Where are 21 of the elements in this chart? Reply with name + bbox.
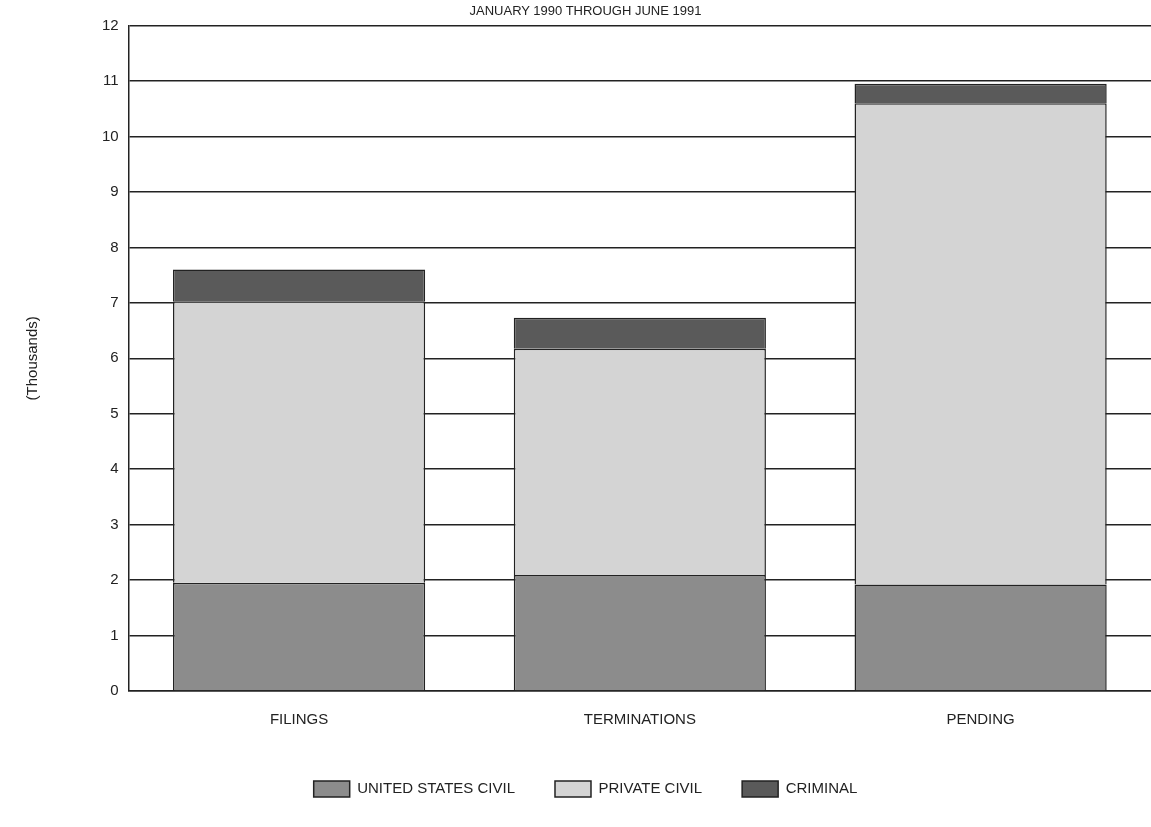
y-tick-label: 3 — [110, 514, 119, 532]
legend-label: PRIVATE CIVIL — [598, 779, 703, 797]
x-tick-label: TERMINATIONS — [583, 710, 696, 728]
legend-label: UNITED STATES CIVIL — [357, 779, 516, 797]
y-tick-label: 11 — [103, 71, 119, 89]
chart-title: JANUARY 1990 THROUGH JUNE 1991 — [469, 3, 702, 19]
legend-label: CRIMINAL — [785, 779, 858, 797]
y-axis-title: (Thousands) — [23, 316, 41, 401]
x-tick-label: PENDING — [946, 710, 1015, 728]
y-tick-label: 9 — [110, 182, 119, 200]
y-tick-label: 10 — [102, 126, 119, 144]
y-tick-label: 12 — [102, 15, 119, 33]
y-tick-label: 2 — [110, 570, 119, 588]
y-tick-label: 6 — [110, 348, 119, 366]
y-tick-label: 1 — [110, 625, 119, 643]
y-tick-label: 5 — [110, 403, 119, 421]
y-tick-label: 8 — [110, 237, 119, 255]
y-tick-label: 0 — [110, 681, 119, 699]
y-tick-label: 4 — [110, 459, 119, 477]
x-tick-label: FILINGS — [269, 710, 329, 728]
y-tick-label: 7 — [110, 292, 119, 310]
